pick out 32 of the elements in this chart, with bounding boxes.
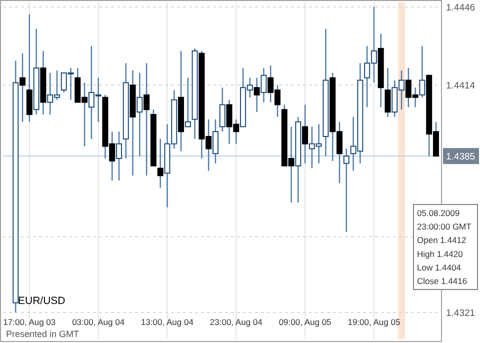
candlestick bbox=[212, 118, 218, 164]
x-tick-label: 13:00, Aug 04 bbox=[141, 317, 194, 327]
candlestick bbox=[136, 72, 143, 157]
candlestick bbox=[254, 77, 260, 113]
text: Presented in GMT bbox=[6, 329, 80, 339]
y-tick-label: 1.4321 bbox=[446, 308, 476, 320]
x-tick-label: 19:00, Aug 05 bbox=[348, 317, 400, 327]
y-tick-label: 1.4414 bbox=[446, 80, 476, 92]
candlestick bbox=[219, 86, 226, 132]
candlestick bbox=[384, 67, 391, 118]
candlestick bbox=[260, 67, 267, 103]
candlestick bbox=[157, 138, 164, 188]
candlestick bbox=[20, 52, 26, 122]
annotation: 23:00:00 GMT bbox=[417, 222, 472, 232]
candlestick bbox=[343, 148, 350, 232]
x-tick-label: 17:00, Aug 03 bbox=[3, 317, 56, 327]
candlestick bbox=[419, 45, 426, 98]
ref-line-label: 1.4385 bbox=[446, 152, 476, 163]
x-tick-label: 23:00, Aug 04 bbox=[210, 317, 263, 327]
annotation: Open 1.4412 bbox=[417, 235, 466, 246]
candlestick bbox=[144, 62, 150, 176]
x-tick-label: 09:00, Aug 05 bbox=[278, 317, 332, 327]
text: EUR/USD bbox=[18, 295, 66, 307]
candlestick bbox=[116, 131, 122, 182]
annotation: Low 1.4404 bbox=[417, 262, 462, 272]
candlestick bbox=[184, 77, 191, 128]
y-tick-label: 1.4446 bbox=[446, 2, 476, 14]
x-tick-label: 03:00, Aug 04 bbox=[72, 317, 125, 327]
annotation: Close 1.4416 bbox=[417, 276, 468, 286]
annotation: High 1.4420 bbox=[417, 248, 464, 259]
candlestick bbox=[302, 104, 308, 164]
annotation: 05.08.2009 bbox=[417, 208, 460, 218]
